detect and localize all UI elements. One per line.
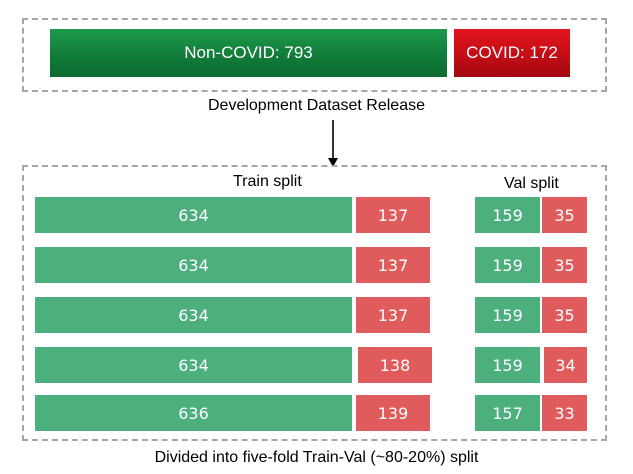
train-split-title: Train split (233, 173, 302, 190)
val-covid-bar: 34 (544, 347, 587, 383)
val-noncovid-bar: 159 (475, 197, 540, 233)
train-noncovid-bar: 634 (35, 247, 352, 283)
train-covid-bar: 138 (358, 347, 432, 383)
release-covid-label: COVID: 172 (466, 43, 558, 62)
train-covid-bar: 137 (356, 197, 430, 233)
train-noncovid-bar: 636 (35, 395, 352, 431)
train-covid-bar: 139 (356, 395, 430, 431)
train-noncovid-bar: 634 (35, 347, 352, 383)
release-noncovid-label: Non-COVID: 793 (184, 43, 313, 62)
train-noncovid-bar: 634 (35, 297, 352, 333)
release-dashed-box (22, 18, 607, 92)
train-noncovid-bar: 634 (35, 197, 352, 233)
val-noncovid-bar: 159 (475, 347, 540, 383)
release-caption: Development Dataset Release (207, 97, 425, 114)
val-covid-bar: 35 (542, 247, 587, 283)
down-arrow-icon (328, 120, 338, 167)
val-noncovid-bar: 157 (475, 395, 540, 431)
release-covid-bar: COVID: 172 (454, 29, 570, 77)
folds-dashed-box (22, 165, 607, 441)
train-covid-bar: 137 (356, 247, 430, 283)
val-split-title: Val split (504, 175, 559, 192)
train-covid-bar: 137 (356, 297, 430, 333)
val-covid-bar: 35 (542, 197, 587, 233)
val-covid-bar: 33 (542, 395, 587, 431)
split-caption: Divided into five-fold Train-Val (~80-20… (154, 449, 479, 466)
val-noncovid-bar: 159 (475, 247, 540, 283)
release-noncovid-bar: Non-COVID: 793 (50, 29, 447, 77)
val-covid-bar: 35 (542, 297, 587, 333)
val-noncovid-bar: 159 (475, 297, 540, 333)
